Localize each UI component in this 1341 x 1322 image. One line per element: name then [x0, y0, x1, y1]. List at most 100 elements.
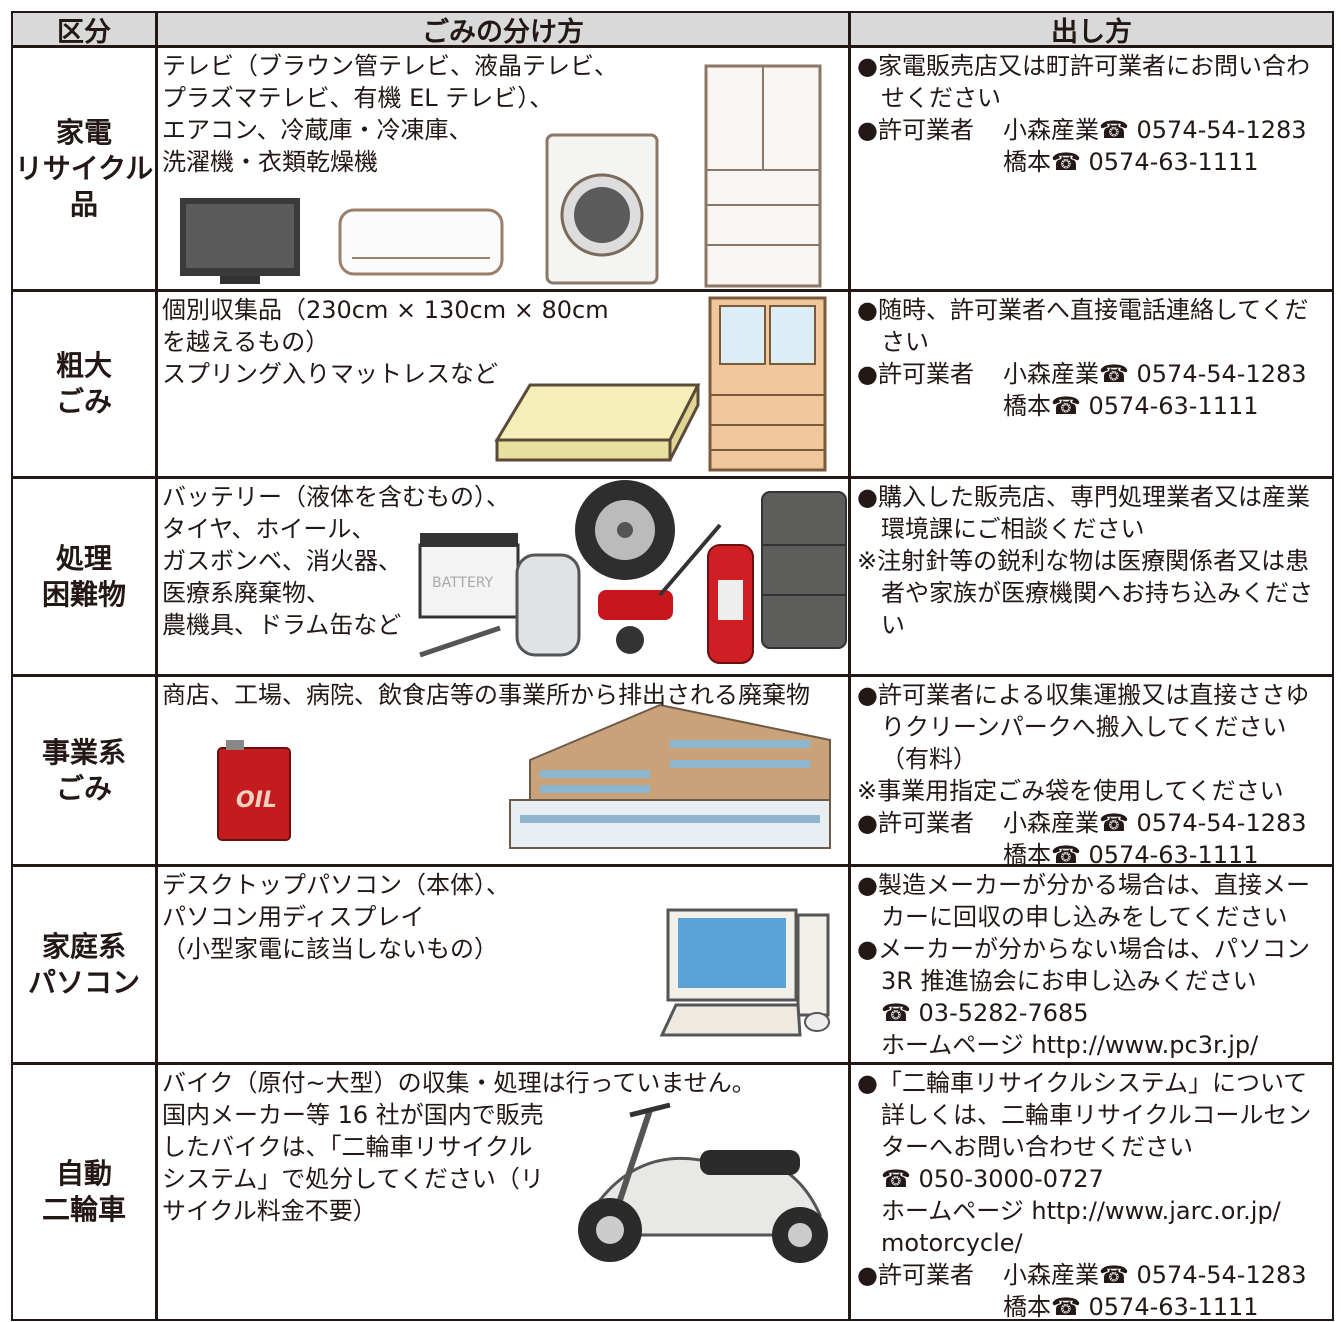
method-line: ホームページ http://www.jarc.or.jp/: [881, 1197, 1281, 1225]
permit-label: ●許可業者: [857, 809, 974, 837]
description-cell: 個別収集品（230cm × 130cm × 80cm を越えるもの） スプリング入り…: [156, 290, 850, 478]
category-cell: 自動 二輪車: [11, 1063, 157, 1321]
description-line: パソコン用ディスプレイ: [162, 903, 425, 931]
description-line: システム」で処分してください（リ: [162, 1165, 544, 1193]
description-line: 商店、工場、病院、飲食店等の事業所から排出される廃棄物: [162, 681, 810, 709]
description-line: バイク（原付~大型）の収集・処理は行っていません。: [162, 1069, 756, 1097]
method-line: さい: [881, 328, 929, 356]
method-line: （有料）: [881, 745, 977, 773]
permit-label: ●許可業者: [857, 360, 974, 388]
description-line: スプリング入りマットレスなど: [162, 360, 498, 388]
permit: ●許可業者 小森産業☎ 0574-54-1283 橋本☎ 0574-63-1111: [857, 114, 1326, 178]
category-line: 家電: [55, 115, 112, 149]
category-line: リサイクル: [14, 151, 154, 185]
category-line: 自動: [55, 1157, 112, 1190]
permit-entry: 橋本☎ 0574-63-1111: [1003, 841, 1259, 869]
description-line: したバイクは、「二輪車リサイクル: [162, 1133, 533, 1161]
method-line: 詳しくは、二輪車リサイクルコールセン: [881, 1101, 1312, 1129]
description-cell: テレビ（ブラウン管テレビ、液晶テレビ、 プラズマテレビ、有機 EL テレビ）、 エア…: [156, 46, 850, 291]
permit-entries: 小森産業☎ 0574-54-1283 橋本☎ 0574-63-1111: [1003, 1259, 1307, 1322]
description-line: テレビ（ブラウン管テレビ、液晶テレビ、: [162, 52, 618, 80]
category-cell: 処理 困難物: [11, 477, 157, 676]
permit: ●許可業者 小森産業☎ 0574-54-1283 橋本☎ 0574-63-1111: [857, 1259, 1326, 1322]
method-line: せください: [881, 84, 1001, 112]
permit-entries: 小森産業☎ 0574-54-1283 橋本☎ 0574-63-1111: [1003, 807, 1307, 871]
header-text: 出し方: [1051, 16, 1132, 48]
method-cell: ●許可業者による収集運搬又は直接ささゆ りクリーンパークへ搬入してください （有料）…: [849, 675, 1334, 869]
method-line: ●許可業者による収集運搬又は直接ささゆ: [857, 681, 1310, 709]
description-line: 医療系廃棄物、: [162, 579, 330, 607]
category-line: 事業系: [41, 735, 126, 769]
category-cell: 家庭系 パソコン: [11, 865, 157, 1064]
category-cell: 粗大 ごみ: [11, 290, 157, 478]
header-cell: ごみの分け方: [156, 11, 850, 48]
description-line: を越えるもの）: [162, 328, 330, 356]
description-cell: バイク（原付~大型）の収集・処理は行っていません。 国内メーカー等 16 社が国内…: [156, 1063, 850, 1321]
permit-entry: 小森産業☎ 0574-54-1283: [1003, 360, 1307, 388]
permit: ●許可業者 小森産業☎ 0574-54-1283 橋本☎ 0574-63-1111: [857, 358, 1326, 422]
method-line: ●メーカーが分からない場合は、パソコン: [857, 935, 1310, 963]
category-line: 家庭系: [41, 929, 126, 963]
permit-label: ●許可業者: [857, 116, 974, 144]
method-line: カーに回収の申し込みをしてください: [881, 903, 1288, 931]
description-line: タイヤ、ホイール、: [162, 515, 376, 543]
description-line: ガスボンベ、消火器、: [162, 547, 402, 575]
header-text: ごみの分け方: [422, 16, 584, 48]
method-cell: ●製造メーカーが分かる場合は、直接メー カーに回収の申し込みをしてください ●メーカ…: [849, 865, 1334, 1064]
description-line: エアコン、冷蔵庫・冷凍庫、: [162, 116, 473, 144]
permit-entries: 小森産業☎ 0574-54-1283 橋本☎ 0574-63-1111: [1003, 358, 1307, 422]
category-line: 粗大: [55, 349, 112, 382]
permit-label: ●許可業者: [857, 1261, 974, 1289]
description-line: 洗濯機・衣類乾燥機: [162, 148, 378, 176]
category-line: 二輪車: [41, 1193, 126, 1226]
category-line: パソコン: [27, 965, 140, 999]
method-line: ホームページ http://www.pc3r.jp/: [881, 1031, 1259, 1059]
header-cell: 区分: [11, 11, 157, 48]
permit-entries: 小森産業☎ 0574-54-1283 橋本☎ 0574-63-1111: [1003, 114, 1307, 178]
description-line: 個別収集品（230cm × 130cm × 80cm: [162, 296, 609, 324]
method-line: 環境課にご相談ください: [881, 515, 1145, 543]
method-line: 者や家族が医療機関へお持ち込みくださ: [881, 579, 1313, 607]
method-line: motorcycle/: [881, 1229, 1023, 1257]
description-line: バッテリー（液体を含むもの）、: [162, 483, 510, 511]
description-line: 農機具、ドラム缶など: [162, 611, 402, 639]
category-line: 処理: [55, 541, 112, 575]
method-line: ※注射針等の鋭利な物は医療関係者又は患: [857, 547, 1310, 575]
description-line: プラズマテレビ、有機 EL テレビ）、: [162, 84, 554, 112]
method-line: ●随時、許可業者へ直接電話連絡してくだ: [857, 296, 1309, 324]
method-line: ●購入した販売店、専門処理業者又は産業: [857, 483, 1310, 511]
method-line: い: [881, 611, 905, 639]
category-cell: 事業系 ごみ: [11, 675, 157, 866]
method-line: 3R 推進協会にお申し込みください: [881, 967, 1257, 995]
category-line: 困難物: [41, 577, 126, 611]
method-line: ☎ 050-3000-0727: [881, 1165, 1104, 1193]
method-line: ●「二輪車リサイクルシステム」について: [857, 1069, 1308, 1097]
method-line: ☎ 03-5282-7685: [881, 999, 1089, 1027]
method-line: ●製造メーカーが分かる場合は、直接メー: [857, 871, 1310, 899]
method-cell: ●購入した販売店、専門処理業者又は産業環境課にご相談ください ※注射針等の鋭利な物…: [849, 477, 1334, 676]
description-line: 国内メーカー等 16 社が国内で販売: [162, 1101, 544, 1129]
category-line: ごみ: [55, 385, 112, 418]
method-line: ●家電販売店又は町許可業者にお問い合わ: [857, 52, 1310, 80]
method-cell: ●随時、許可業者へ直接電話連絡してください ●許可業者 小森産業☎ 0574-54-…: [849, 290, 1334, 478]
permit-entry: 小森産業☎ 0574-54-1283: [1003, 116, 1307, 144]
method-line: ターへお問い合わせください: [881, 1133, 1193, 1161]
permit-entry: 小森産業☎ 0574-54-1283: [1003, 1261, 1307, 1289]
method-line: りクリーンパークへ搬入してください: [881, 713, 1287, 741]
description-line: デスクトップパソコン（本体）、: [162, 871, 510, 899]
description-cell: バッテリー（液体を含むもの）、 タイヤ、ホイール、 ガスボンベ、消火器、 医療系廃棄物…: [156, 477, 850, 676]
description-line: サイクル料金不要）: [162, 1197, 377, 1225]
category-line: 品: [69, 187, 98, 221]
description-cell: デスクトップパソコン（本体）、 パソコン用ディスプレイ （小型家電に該当しないもの）: [156, 865, 850, 1064]
method-cell: ●家電販売店又は町許可業者にお問い合わせください ●許可業者 小森産業☎ 0574-…: [849, 46, 1334, 291]
permit-entry: 橋本☎ 0574-63-1111: [1003, 392, 1259, 420]
permit-entry: 橋本☎ 0574-63-1111: [1003, 148, 1259, 176]
permit-entry: 橋本☎ 0574-63-1111: [1003, 1293, 1259, 1321]
category-cell: 家電 リサイクル品: [11, 46, 157, 291]
header-text: 区分: [57, 16, 111, 48]
header-cell: 出し方: [849, 11, 1334, 48]
method-cell: ●「二輪車リサイクルシステム」について詳しくは、二輪車リサイクルコールセン ターへ…: [849, 1063, 1334, 1321]
permit: ●許可業者 小森産業☎ 0574-54-1283 橋本☎ 0574-63-1111: [857, 807, 1326, 871]
description-line: （小型家電に該当しないもの）: [162, 935, 498, 963]
